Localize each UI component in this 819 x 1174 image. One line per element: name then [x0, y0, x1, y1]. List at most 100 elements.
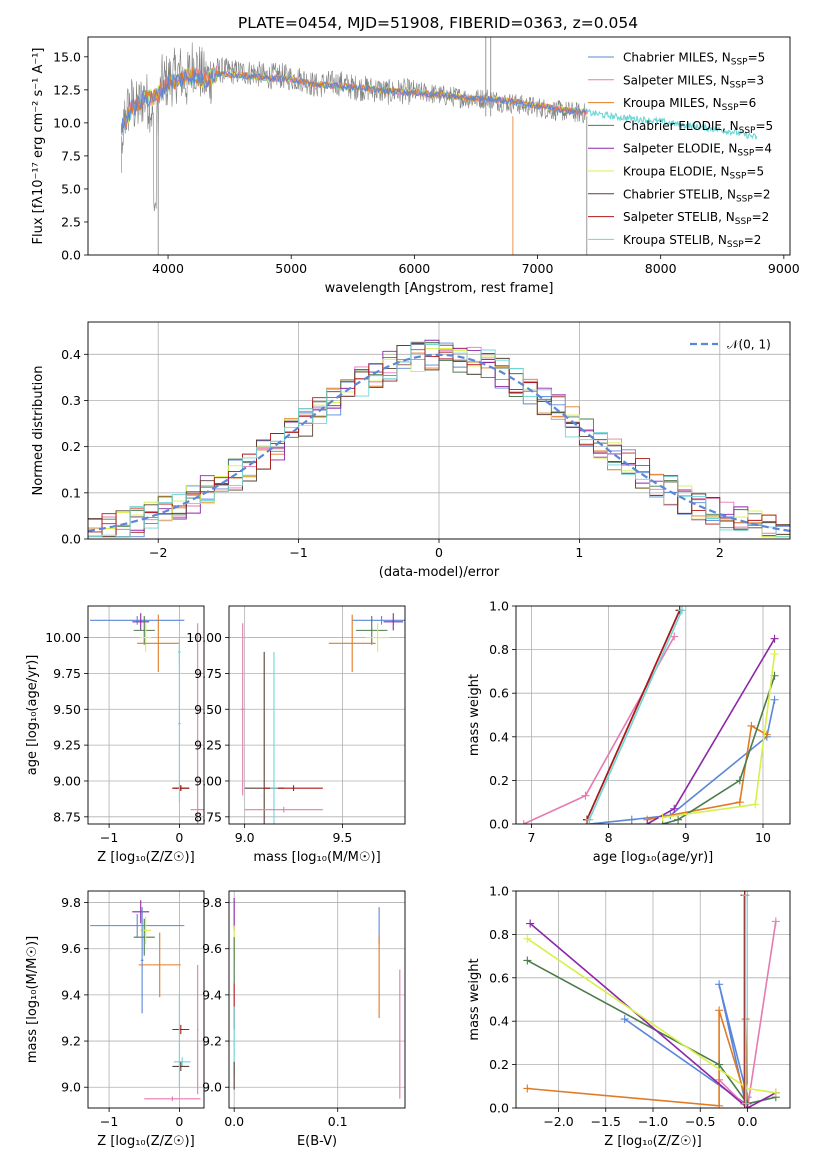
panel-mass_weight_vs_age: 7 8 9 10 0.0 0.2 0.4 0.6 0.8 1.0 age [log₁₀(age/yr…	[467, 599, 791, 865]
errorbar-point	[190, 623, 204, 824]
x-axis-label: age [log₁₀(age/yr)]	[593, 850, 714, 865]
series-line-salpeter_miles	[718, 921, 777, 1108]
legend-label: Salpeter STELIB, NSSP=2	[623, 210, 769, 227]
legend-label: Kroupa ELODIE, NSSP=5	[623, 165, 764, 182]
series-marker	[670, 804, 679, 813]
legend-sub: SSP	[730, 172, 747, 182]
series-marker	[670, 632, 679, 641]
errorbar-point	[132, 613, 150, 631]
y-tick-label: 2.5	[61, 214, 81, 229]
errorbar-point	[328, 614, 376, 672]
series-marker	[771, 1088, 780, 1097]
y-tick-label: 8.75	[194, 809, 222, 824]
y-tick-label: 0.3	[61, 393, 81, 408]
errorbar-point	[173, 1057, 191, 1067]
y-tick-label: 1.0	[489, 884, 509, 899]
axes-frame	[87, 321, 791, 540]
legend-text: Kroupa MILES, N	[623, 96, 722, 110]
y-tick-label: 5.0	[61, 181, 81, 196]
x-tick-label: 7000	[522, 261, 554, 276]
x-tick-label: 0.0	[224, 1114, 244, 1129]
legend-sub: SSP	[731, 58, 748, 68]
errorbar-point	[240, 623, 245, 796]
x-tick-label: 4000	[152, 261, 184, 276]
errorbar-point	[172, 1024, 190, 1035]
panel-mass_vs_Z: −1 0 9.0 9.2 9.4 9.6 9.8 Z [log₁₀(Z/Z☉)] mass [l…	[25, 890, 205, 1149]
x-tick-label: 0	[175, 830, 183, 845]
y-tick-label: 0.6	[489, 686, 509, 701]
errorbar-point	[133, 616, 155, 645]
series-marker	[770, 695, 779, 704]
x-tick-label: −1.5	[591, 1114, 621, 1129]
series-marker	[715, 980, 724, 989]
y-tick-label: 0.0	[489, 817, 509, 832]
y-tick-label: 9.25	[53, 738, 81, 753]
y-tick-label: 0.4	[489, 1014, 509, 1029]
legend-suffix: =5	[755, 119, 773, 133]
y-tick-label: 0.4	[489, 729, 509, 744]
errorbar-point	[172, 785, 190, 792]
y-tick-label: 0.8	[489, 927, 509, 942]
panel-mass_vs_ebv: 0.0 0.1 9.0 9.2 9.4 9.6 9.8 E(B-V)	[202, 890, 406, 1149]
errorbar-point	[178, 994, 181, 1088]
panel-mass_weight_vs_Z: −2.0 −1.5 −1.0 −0.5 0.0 0.0 0.2 0.4 0.6 0.8 1.0 Z […	[467, 884, 791, 1149]
legend-label: 𝒩(0, 1)	[727, 338, 771, 352]
y-tick-label: 9.2	[61, 1034, 81, 1049]
legend-suffix: =5	[748, 51, 766, 65]
x-axis-label: wavelength [Angstrom, rest frame]	[325, 281, 554, 296]
series-marker	[751, 800, 760, 809]
x-tick-label: 5000	[275, 261, 307, 276]
y-tick-label: 9.50	[53, 702, 81, 717]
legend-sub: SSP	[737, 149, 754, 159]
errorbar-point	[270, 651, 278, 824]
errorbar-point	[244, 806, 323, 813]
histogram-chabrier_stelib	[88, 343, 790, 538]
y-tick-label: 9.00	[194, 773, 222, 788]
x-tick-label: −2.0	[543, 1114, 573, 1129]
x-tick-label: 9	[682, 830, 690, 845]
legend-sub: SSP	[722, 103, 739, 113]
y-tick-label: 10.0	[53, 115, 81, 130]
x-tick-label: −1	[100, 830, 118, 845]
plot-area	[523, 891, 780, 1108]
errorbar-point	[352, 616, 405, 625]
y-tick-label: 0.2	[489, 773, 509, 788]
x-tick-label: 10	[755, 830, 771, 845]
errorbar-point	[137, 614, 180, 672]
x-axis-label: Z [log₁₀(Z/Z☉)]	[604, 1134, 701, 1149]
series-marker	[674, 815, 683, 824]
legend-label: Chabrier ELODIE, NSSP=5	[623, 119, 773, 136]
y-tick-label: 9.4	[61, 987, 81, 1002]
errorbar-point	[356, 616, 388, 645]
model-curve-chabrier_miles	[120, 69, 588, 136]
y-tick-label: 9.25	[194, 738, 222, 753]
errorbar-point	[138, 932, 181, 998]
x-axis-label: Z [log₁₀(Z/Z☉)]	[97, 850, 194, 865]
y-tick-label: 9.00	[53, 773, 81, 788]
x-tick-label: −2	[149, 545, 167, 560]
axes-frame	[515, 890, 791, 1109]
plot-area	[88, 339, 790, 538]
errorbar-point	[196, 964, 199, 1095]
y-tick-label: 0.2	[61, 439, 81, 454]
figure-title: PLATE=0454, MJD=51908, FIBERID=0363, z=0…	[238, 14, 638, 32]
x-tick-label: 6000	[398, 261, 430, 276]
series-marker	[677, 606, 686, 615]
legend-label: Chabrier STELIB, NSSP=2	[623, 187, 771, 204]
errorbar-point	[140, 907, 144, 1014]
legend-text: Chabrier STELIB, N	[623, 187, 736, 201]
series-marker	[523, 1084, 532, 1093]
legend-suffix: =3	[746, 73, 764, 87]
x-tick-label: 9.0	[235, 830, 255, 845]
plot-area	[519, 606, 779, 824]
axes-frame	[515, 605, 791, 825]
y-axis-label: Flux [fλ10⁻¹⁷ erg cm⁻² s⁻¹ A⁻¹]	[31, 48, 46, 245]
series-marker	[741, 891, 750, 900]
legend-suffix: =2	[752, 210, 770, 224]
errorbar-point	[365, 623, 390, 652]
x-tick-label: 8	[605, 830, 613, 845]
errorbar-point	[383, 613, 404, 631]
series-marker	[735, 776, 744, 785]
histogram-kroupa_stelib	[88, 341, 790, 538]
